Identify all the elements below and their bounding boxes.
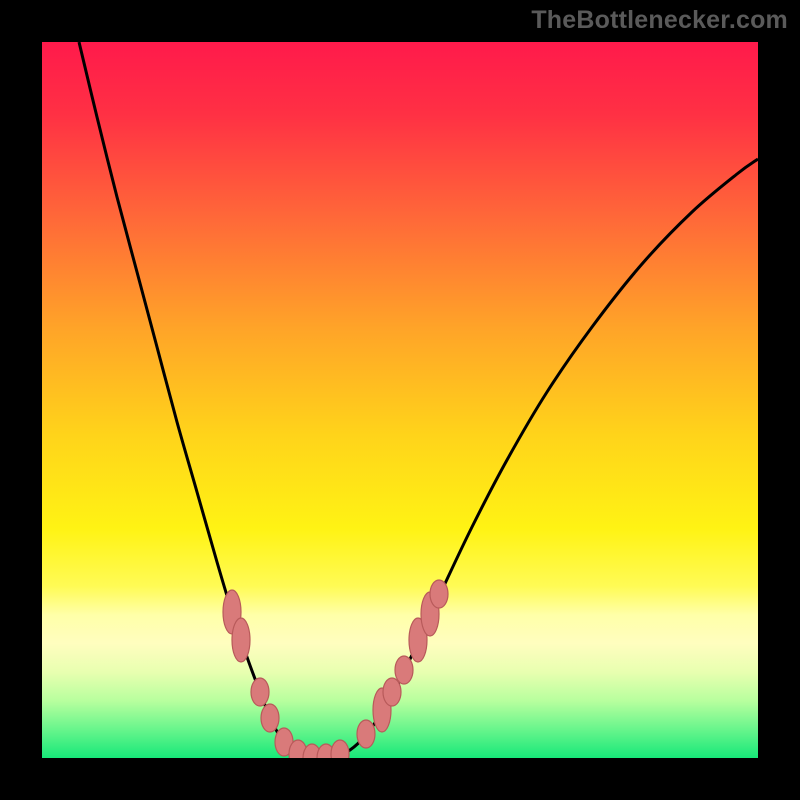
heat-gradient-background — [42, 42, 758, 758]
bottleneck-curve-chart — [42, 42, 758, 758]
data-marker — [430, 580, 448, 608]
data-marker — [261, 704, 279, 732]
watermark-text: TheBottlenecker.com — [531, 6, 788, 35]
data-marker — [251, 678, 269, 706]
data-marker — [383, 678, 401, 706]
data-marker — [232, 618, 250, 662]
data-marker — [395, 656, 413, 684]
data-marker — [357, 720, 375, 748]
plot-area — [42, 42, 758, 758]
chart-frame: TheBottlenecker.com — [0, 0, 800, 800]
